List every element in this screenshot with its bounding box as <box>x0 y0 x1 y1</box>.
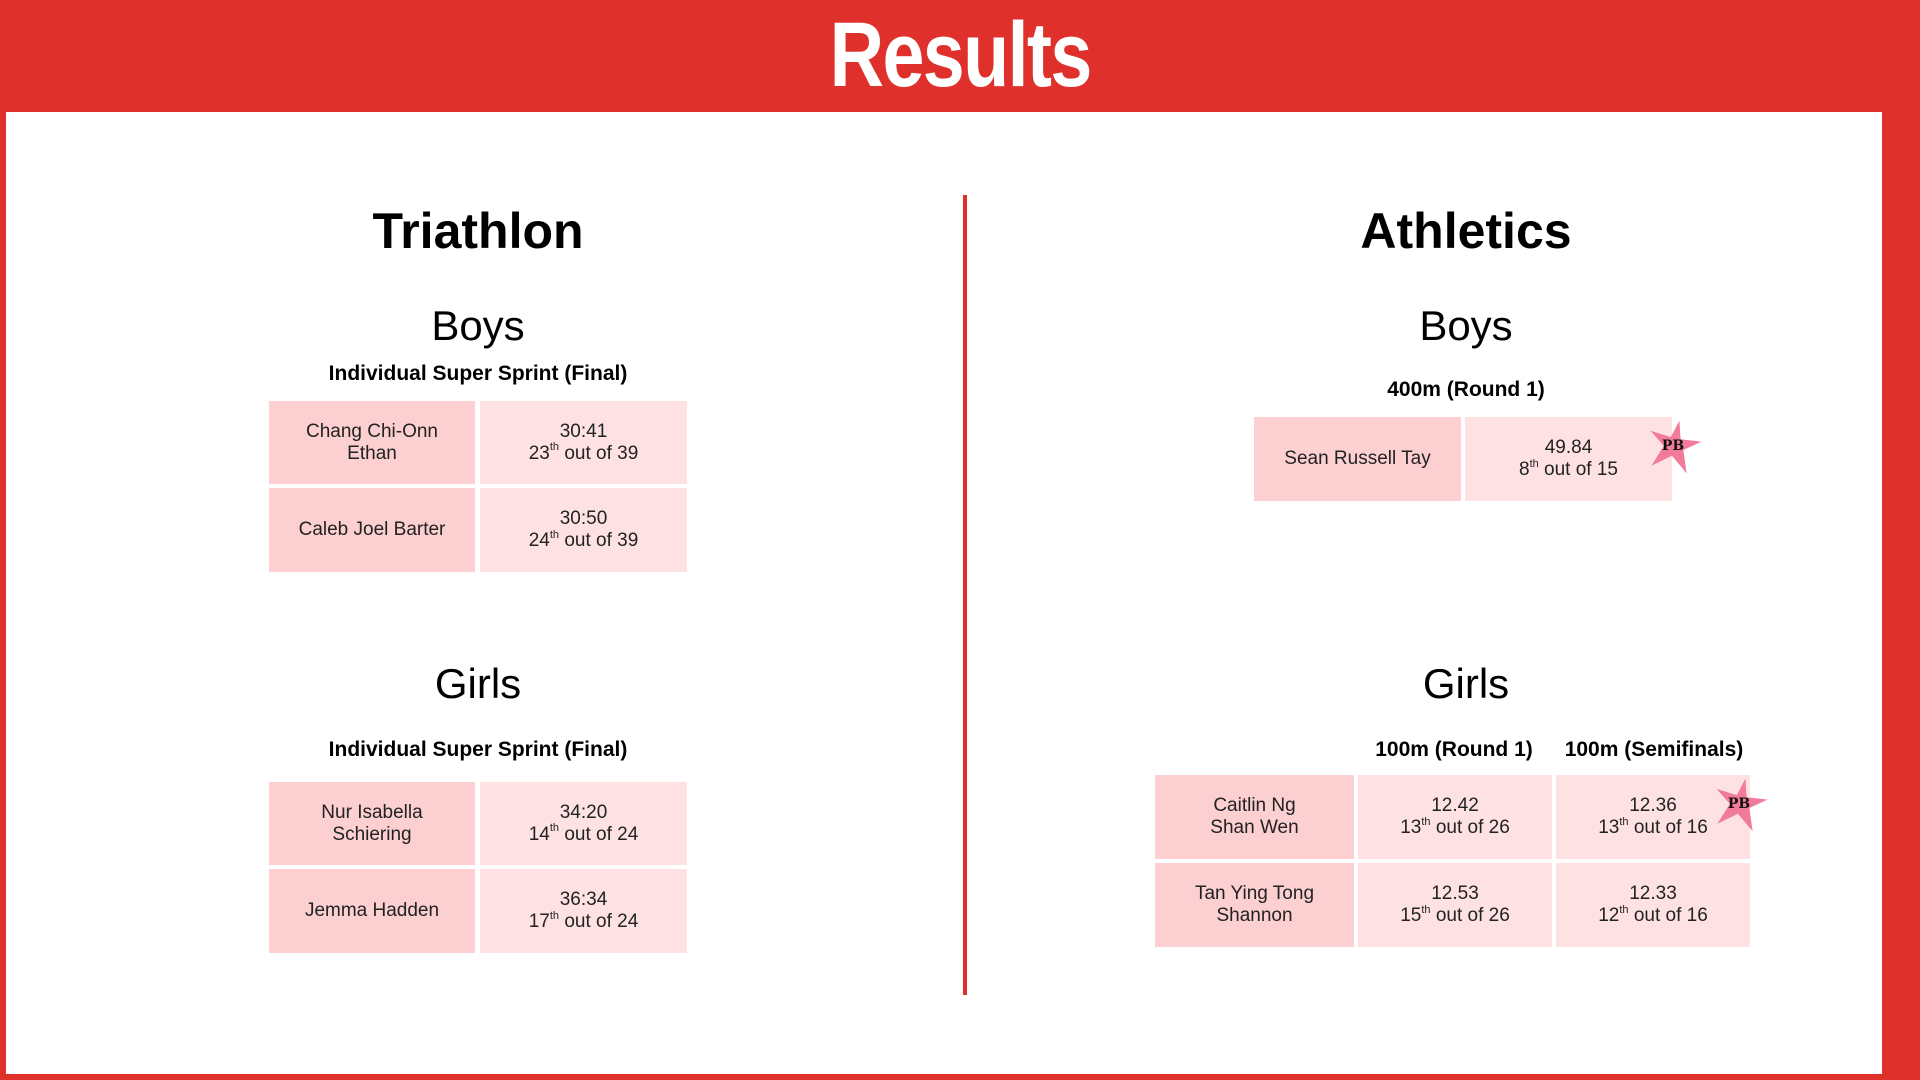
triathlon-boys-event: Individual Super Sprint (Final) <box>328 362 628 385</box>
star-icon: PB <box>1650 420 1702 474</box>
table-row-name: Nur Isabella Schiering <box>269 782 475 865</box>
table-row-result: 34:20 14th out of 24 <box>480 782 687 865</box>
table-row-name: Tan Ying Tong Shannon <box>1155 863 1354 947</box>
athletics-girls-event-round1: 100m (Round 1) <box>1375 738 1533 761</box>
pb-badge: PB <box>1712 776 1768 832</box>
star-icon: PB <box>1716 778 1768 832</box>
table-row-result: 30:41 23th out of 39 <box>480 401 687 484</box>
result-time: 30:41 <box>559 420 608 442</box>
result-place: 13th out of 26 <box>1400 815 1510 838</box>
athlete-name-line1: Jemma Hadden <box>304 900 440 921</box>
triathlon-girls-heading: Girls <box>434 660 522 707</box>
result-time: 12.42 <box>1431 795 1479 816</box>
table-row-name: Jemma Hadden <box>269 869 475 953</box>
result-time: 49.84 <box>1544 437 1593 458</box>
table-row-name: Caleb Joel Barter <box>269 488 475 572</box>
athlete-name-line2: Shannon <box>1216 905 1293 926</box>
result-place: 8th out of 15 <box>1519 457 1618 480</box>
athletics-boys-heading: Boys <box>1419 302 1513 349</box>
page-title: Results <box>829 4 1092 106</box>
result-place: 15th out of 26 <box>1400 903 1510 926</box>
table-row-result-semifinal: 12.33 12th out of 16 <box>1556 863 1750 947</box>
table-row-result-round1: 12.42 13th out of 26 <box>1358 775 1552 859</box>
athlete-name-line2: Ethan <box>347 442 397 464</box>
athlete-name-line1: Chang Chi-Onn <box>305 420 439 442</box>
table-row-result: 49.84 8th out of 15 <box>1465 417 1672 501</box>
athletics-girls-event-semifinals: 100m (Semifinals) <box>1564 738 1744 761</box>
table-row-result: 30:50 24th out of 39 <box>480 488 687 572</box>
result-place: 12th out of 16 <box>1598 903 1708 926</box>
result-time: 12.33 <box>1629 883 1677 904</box>
section-divider <box>963 195 967 995</box>
result-time: 12.53 <box>1431 883 1479 904</box>
result-time: 34:20 <box>559 801 608 823</box>
result-place: 13th out of 16 <box>1598 815 1708 838</box>
table-row-result-semifinal: 12.36 13th out of 16 <box>1556 775 1750 859</box>
result-place: 14th out of 24 <box>528 822 639 845</box>
athlete-name-line2: Schiering <box>332 823 412 845</box>
athletics-heading: Athletics <box>1360 203 1572 259</box>
result-time: 12.36 <box>1629 795 1677 816</box>
athlete-name-line1: Caleb Joel Barter <box>298 519 446 540</box>
result-time: 36:34 <box>559 889 608 910</box>
triathlon-heading: Triathlon <box>372 203 584 259</box>
triathlon-boys-heading: Boys <box>431 302 525 349</box>
table-row-result-round1: 12.53 15th out of 26 <box>1358 863 1552 947</box>
table-row-name: Sean Russell Tay <box>1254 417 1461 501</box>
athlete-name-line2: Shan Wen <box>1210 817 1299 838</box>
result-place: 17th out of 24 <box>528 909 639 932</box>
athletics-boys-event: 400m (Round 1) <box>1387 378 1545 401</box>
result-place: 24th out of 39 <box>528 528 639 551</box>
table-row-name: Caitlin Ng Shan Wen <box>1155 775 1354 859</box>
table-row-result: 36:34 17th out of 24 <box>480 869 687 953</box>
svg-text:PB: PB <box>1728 796 1751 812</box>
athlete-name-line1: Tan Ying Tong <box>1194 883 1315 904</box>
triathlon-girls-event: Individual Super Sprint (Final) <box>328 738 628 761</box>
header-bar: Results <box>0 0 1920 110</box>
athlete-name-line1: Caitlin Ng <box>1213 795 1296 816</box>
table-row-name: Chang Chi-Onn Ethan <box>269 401 475 484</box>
athletics-girls-heading: Girls <box>1422 660 1510 707</box>
svg-text:PB: PB <box>1662 438 1685 454</box>
result-time: 30:50 <box>559 508 608 529</box>
pb-badge: PB <box>1646 418 1702 474</box>
athlete-name: Sean Russell Tay <box>1284 448 1431 469</box>
athlete-name-line1: Nur Isabella <box>321 801 423 823</box>
results-panel: Triathlon Boys Individual Super Sprint (… <box>6 112 1882 1074</box>
result-place: 23th out of 39 <box>528 441 639 464</box>
